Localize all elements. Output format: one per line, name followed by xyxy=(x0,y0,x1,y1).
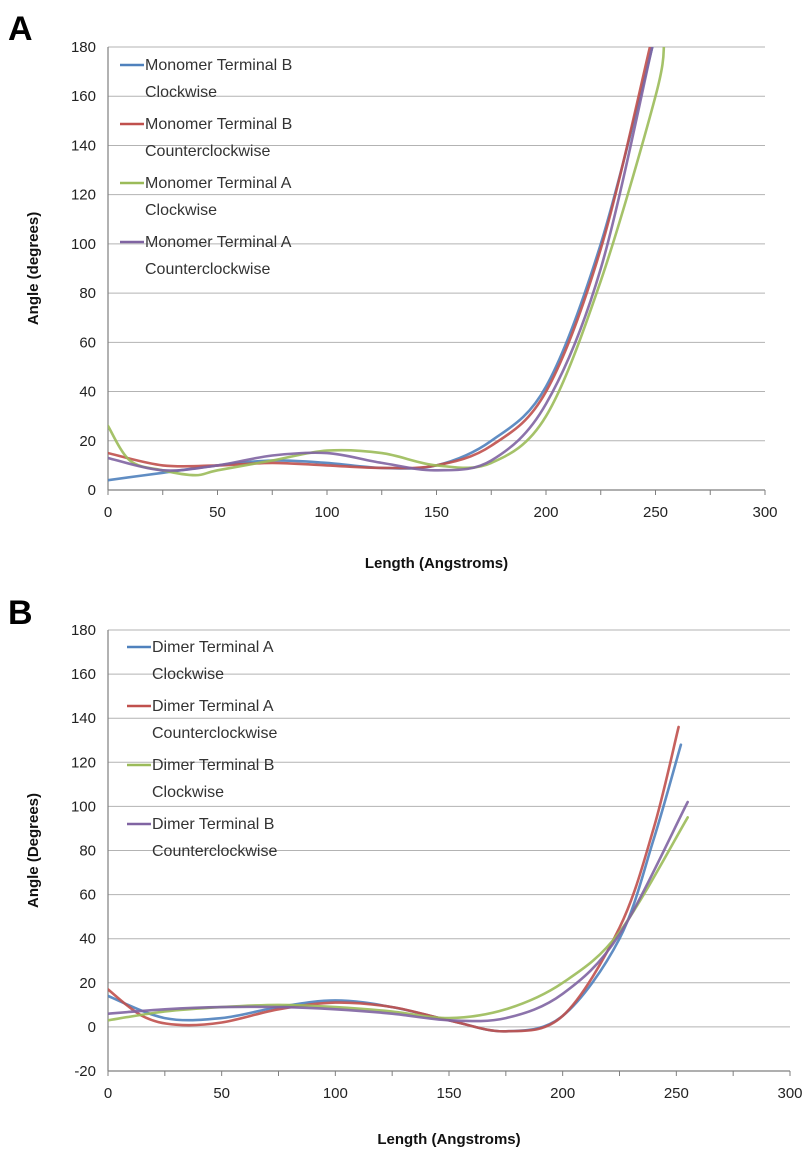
legend-label: Monomer Terminal B xyxy=(145,57,292,74)
y-tick-label: 160 xyxy=(71,666,96,683)
panel-label-a: A xyxy=(8,10,33,48)
x-tick-label: 50 xyxy=(209,504,226,521)
y-tick-label: 140 xyxy=(71,137,96,154)
x-tick-label: 200 xyxy=(550,1085,575,1102)
legend-label: Monomer Terminal A xyxy=(145,234,292,251)
y-tick-label: 0 xyxy=(88,1019,96,1036)
legend-label: Dimer Terminal B xyxy=(152,816,274,833)
y-tick-label: 60 xyxy=(79,887,96,904)
y-axis-label: Angle (Degrees) xyxy=(25,793,42,908)
x-axis-label: Length (Angstroms) xyxy=(377,1131,520,1148)
y-tick-label: 100 xyxy=(71,798,96,815)
y-tick-label: 160 xyxy=(71,88,96,105)
series-line-3 xyxy=(108,800,689,1023)
y-tick-label: 140 xyxy=(71,710,96,727)
y-tick-label: 180 xyxy=(71,39,96,56)
y-tick-label: 120 xyxy=(71,187,96,204)
legend-label: Counterclockwise xyxy=(145,261,270,278)
x-tick-label: 150 xyxy=(424,504,449,521)
y-tick-label: 80 xyxy=(79,843,96,860)
x-tick-label: 50 xyxy=(213,1085,230,1102)
x-tick-label: 250 xyxy=(643,504,668,521)
legend-label: Counterclockwise xyxy=(145,143,270,160)
legend-label: Dimer Terminal A xyxy=(152,639,274,656)
y-tick-label: 0 xyxy=(88,482,96,499)
y-tick-label: 60 xyxy=(79,334,96,351)
y-tick-label: 20 xyxy=(79,975,96,992)
y-tick-label: 80 xyxy=(79,285,96,302)
y-tick-label: -20 xyxy=(74,1063,96,1080)
legend-label: Clockwise xyxy=(145,202,217,219)
panel-label-b: B xyxy=(8,594,33,632)
series-line-2 xyxy=(108,47,666,477)
legend-label: Counterclockwise xyxy=(152,843,277,860)
y-tick-label: 20 xyxy=(79,433,96,450)
legend-label: Clockwise xyxy=(152,784,224,801)
y-tick-label: 40 xyxy=(79,384,96,401)
legend-label: Dimer Terminal A xyxy=(152,698,274,715)
x-axis-label: Length (Angstroms) xyxy=(365,555,508,572)
series-line-1 xyxy=(108,47,652,470)
legend-label: Dimer Terminal B xyxy=(152,757,274,774)
x-tick-label: 150 xyxy=(436,1085,461,1102)
legend-label: Monomer Terminal A xyxy=(145,175,292,192)
x-tick-label: 0 xyxy=(104,504,112,521)
x-tick-label: 200 xyxy=(533,504,558,521)
x-tick-label: 250 xyxy=(664,1085,689,1102)
legend-label: Clockwise xyxy=(152,666,224,683)
legend-label: Monomer Terminal B xyxy=(145,116,292,133)
x-tick-label: 100 xyxy=(314,504,339,521)
y-tick-label: 120 xyxy=(71,754,96,771)
series-line-1 xyxy=(108,725,680,1033)
legend-label: Clockwise xyxy=(145,84,217,101)
x-tick-label: 0 xyxy=(104,1085,112,1102)
x-tick-label: 100 xyxy=(323,1085,348,1102)
x-tick-label: 300 xyxy=(752,504,777,521)
chart-panel-b: -20 0 20 40 60 80 100 120 140 160 180 0 50 100 150 200 2… xyxy=(25,622,803,1148)
y-tick-label: 40 xyxy=(79,931,96,948)
y-axis-label: Angle (degrees) xyxy=(25,212,42,325)
chart-panel-a: 0 20 40 60 80 100 120 140 160 180 0 50 100 150 200 250 3… xyxy=(25,39,778,572)
series-line-0 xyxy=(108,47,654,482)
y-tick-label: 180 xyxy=(71,622,96,639)
y-tick-label: 100 xyxy=(71,236,96,253)
legend-label: Counterclockwise xyxy=(152,725,277,742)
series-line-3 xyxy=(108,47,654,472)
x-tick-label: 300 xyxy=(777,1085,802,1102)
